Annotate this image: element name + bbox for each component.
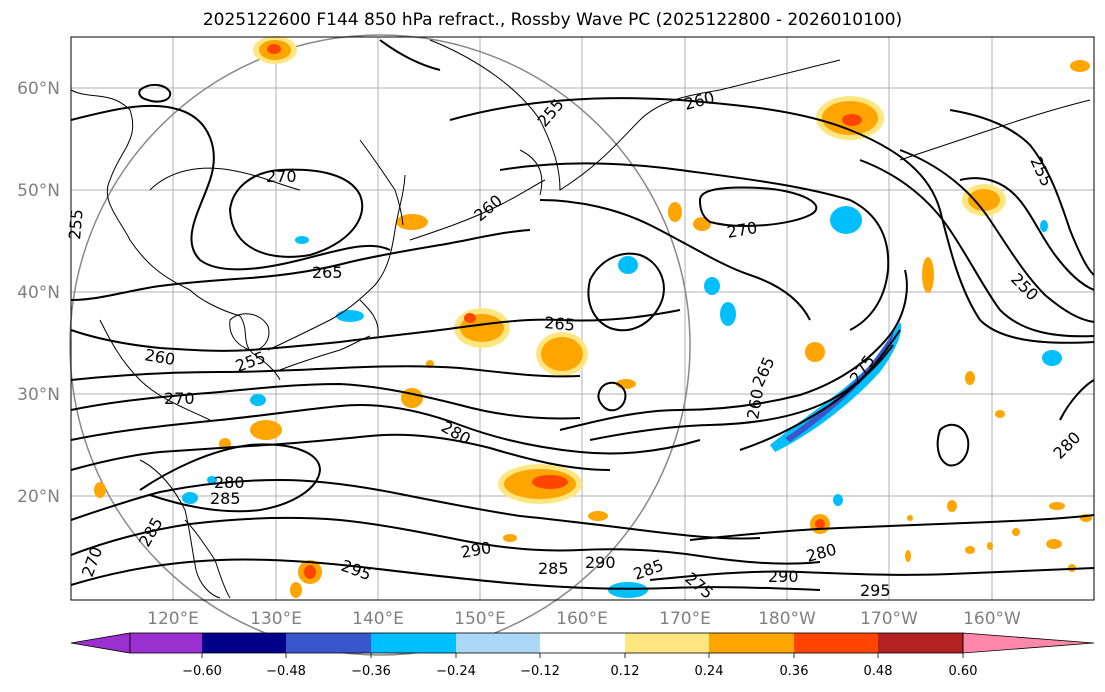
contour-label: 290 — [768, 567, 799, 586]
longitude-labels: 120°E 130°E 140°E 150°E 160°E 170°E 180°… — [147, 609, 1021, 629]
colorbar-tick: −0.12 — [520, 664, 560, 679]
colorbar-tick: −0.24 — [436, 664, 476, 679]
lon-label: 150°E — [454, 609, 506, 629]
contour-label: 255 — [65, 208, 87, 240]
contour-label: 280 — [214, 473, 245, 492]
colorbar-swatch — [202, 633, 286, 653]
lon-label: 120°E — [147, 609, 199, 629]
colorbar-swatch — [794, 633, 878, 653]
colorbar-outline — [129, 632, 964, 654]
lon-label: 160°W — [963, 609, 1021, 629]
colorbar-swatch — [286, 633, 371, 653]
colorbar-tick: 0.36 — [780, 664, 809, 679]
colorbar-extend-low — [70, 632, 131, 654]
lon-label: 170°W — [860, 609, 918, 629]
contour-label: 265 — [544, 313, 576, 335]
colorbar-tick: 0.60 — [949, 664, 978, 679]
contour-label: 285 — [210, 489, 241, 508]
lat-label: 60°N — [17, 79, 60, 99]
lon-label: 160°E — [556, 609, 608, 629]
colorbar-tick: −0.36 — [351, 664, 391, 679]
colorbar-swatch — [709, 633, 794, 653]
region-circle — [69, 34, 691, 656]
colorbar-swatch — [456, 633, 540, 653]
latitude-labels: 60°N 50°N 40°N 30°N 20°N — [17, 79, 60, 507]
contour-label: 290 — [585, 553, 616, 572]
colorbar-swatch — [878, 633, 963, 653]
colorbar-swatch — [625, 633, 709, 653]
lat-label: 30°N — [17, 385, 60, 405]
colorbar-swatch — [540, 633, 625, 653]
colorbar-tick: 0.48 — [864, 664, 893, 679]
contour-label: 270 — [266, 167, 297, 186]
lon-label: 140°E — [352, 609, 404, 629]
lon-label: 130°E — [250, 609, 302, 629]
lat-label: 50°N — [17, 181, 60, 201]
lon-label: 180°W — [758, 609, 816, 629]
graticule — [71, 37, 1094, 600]
lon-label: 170°E — [659, 609, 711, 629]
colorbar-swatch — [130, 633, 202, 653]
shaded-anomalies — [94, 36, 1092, 598]
contours — [70, 39, 1095, 591]
colorbar-tick: 0.24 — [695, 664, 724, 679]
coastlines — [70, 39, 1091, 599]
contour-label: 270 — [164, 389, 195, 408]
colorbar-tick: 0.12 — [611, 664, 640, 679]
lat-label: 20°N — [17, 487, 60, 507]
colorbar-extend-high — [962, 632, 1095, 654]
map-frame — [70, 36, 1095, 601]
colorbar: −0.60 −0.48 −0.36 −0.24 −0.12 0.12 0.24 … — [70, 632, 1095, 679]
contour-label: 265 — [312, 263, 343, 282]
colorbar-swatch — [371, 633, 456, 653]
colorbar-tick: −0.60 — [182, 664, 222, 679]
contour-label: 295 — [860, 581, 891, 600]
map-title: 2025122600 F144 850 hPa refract., Rossby… — [202, 10, 903, 30]
lat-label: 40°N — [17, 283, 60, 303]
contour-label: 285 — [538, 559, 569, 578]
colorbar-tick: −0.48 — [266, 664, 306, 679]
